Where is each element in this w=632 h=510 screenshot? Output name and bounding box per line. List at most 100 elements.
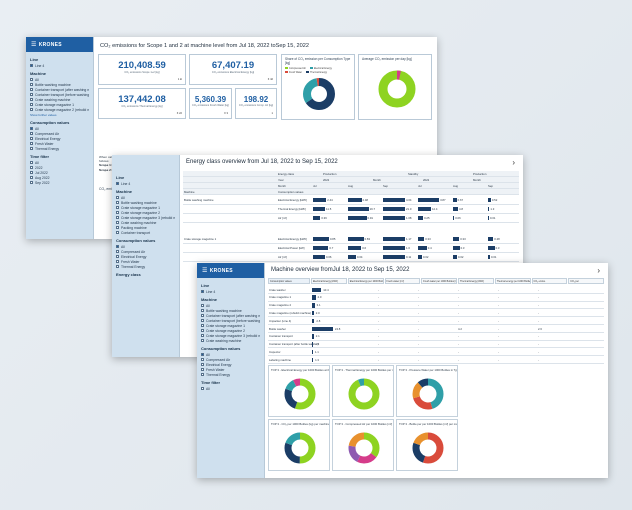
column-tab[interactable]: CO₂ per: [568, 278, 604, 284]
sidebar-filter-item[interactable]: Aug 2022: [30, 175, 89, 180]
checkbox-icon[interactable]: [30, 98, 33, 101]
checkbox-icon[interactable]: [116, 216, 119, 219]
checkbox-icon[interactable]: [201, 304, 204, 307]
checkbox-icon[interactable]: [201, 368, 204, 371]
sidebar-filter-item[interactable]: Container transport (after washing machi…: [30, 87, 89, 92]
checkbox-icon[interactable]: [116, 226, 119, 229]
column-tab[interactable]: Electrical Energy per 1000 Bottles [kWh]: [347, 278, 384, 284]
table-row[interactable]: Crate magazine 2 3.1 - - - - -: [268, 302, 604, 310]
checkbox-icon[interactable]: [116, 221, 119, 224]
checkbox-icon[interactable]: [201, 387, 204, 390]
checkbox-icon[interactable]: [30, 166, 33, 169]
checkbox-icon[interactable]: [30, 137, 33, 140]
table-row[interactable]: Electrical Power [kW] 0.7 0.6 1.0 0.4 0.3 0.3: [183, 244, 519, 253]
checkbox-icon[interactable]: [201, 314, 204, 317]
checkbox-icon[interactable]: [116, 201, 119, 204]
sidebar-filter-item[interactable]: Crate storage magazine 1: [30, 102, 89, 107]
sidebar-filter-item[interactable]: Electrical Energy: [116, 254, 175, 259]
sidebar-filter-item[interactable]: Crate washing machine: [30, 97, 89, 102]
checkbox-icon[interactable]: [116, 265, 119, 268]
checkbox-icon[interactable]: [201, 373, 204, 376]
checkbox-icon[interactable]: [116, 245, 119, 248]
checkbox-icon[interactable]: [30, 64, 33, 67]
sidebar-filter-item[interactable]: Electrical Energy: [201, 362, 260, 367]
sidebar-filter-item[interactable]: Thermal Energy: [116, 264, 175, 269]
sidebar-filter-item[interactable]: Crate storage magazine 2 (rebuild machin…: [30, 107, 89, 112]
sidebar-filter-item[interactable]: All: [201, 386, 260, 391]
chevron-right-icon[interactable]: ›: [512, 158, 515, 167]
table-row[interactable]: Crate washer 10.4 - - - - -: [268, 286, 604, 294]
sidebar-filter-item[interactable]: Crate storage magazine 3 (rebuild machin…: [201, 333, 260, 338]
checkbox-icon[interactable]: [30, 161, 33, 164]
sidebar-filter-item[interactable]: Crate storage magazine 2: [201, 328, 260, 333]
sidebar-filter-item[interactable]: All: [201, 303, 260, 308]
table-row[interactable]: Thermal Energy [kWh] 11.5 19.7 21.0 12.4 4.8 1…: [183, 205, 519, 214]
sidebar-filter-item[interactable]: Compressed Air: [116, 249, 175, 254]
checkbox-icon[interactable]: [30, 147, 33, 150]
checkbox-icon[interactable]: [116, 231, 119, 234]
sidebar-filter-item[interactable]: Electrical Energy: [30, 136, 89, 141]
sidebar-filter-item[interactable]: Crate storage magazine 1: [116, 205, 175, 210]
checkbox-icon[interactable]: [116, 182, 119, 185]
checkbox-icon[interactable]: [30, 83, 33, 86]
sidebar-filter-item[interactable]: All: [201, 352, 260, 357]
line-item[interactable]: Line 4: [116, 181, 175, 186]
sidebar-filter-item[interactable]: Packing machine: [116, 225, 175, 230]
checkbox-icon[interactable]: [30, 108, 33, 111]
table-row[interactable]: Crate magazine (rebuild machine) 2.0 - - - - -: [268, 309, 604, 318]
column-tab[interactable]: Thermal Energy [kWh]: [458, 278, 494, 284]
sidebar-filter-item[interactable]: Jul 2022: [30, 170, 89, 175]
sidebar-filter-item[interactable]: All: [116, 195, 175, 200]
checkbox-icon[interactable]: [30, 103, 33, 106]
table-row[interactable]: Inspector 1.1 - - - - -: [268, 348, 604, 357]
sidebar-filter-item[interactable]: Fresh Water: [116, 259, 175, 264]
sidebar-filter-item[interactable]: Sep 2022: [30, 180, 89, 185]
checkbox-icon[interactable]: [116, 196, 119, 199]
column-tab[interactable]: Consumption values: [268, 278, 310, 284]
checkbox-icon[interactable]: [116, 211, 119, 214]
checkbox-icon[interactable]: [30, 171, 33, 174]
checkbox-icon[interactable]: [116, 260, 119, 263]
sidebar-filter-item[interactable]: All: [30, 126, 89, 131]
checkbox-icon[interactable]: [116, 206, 119, 209]
chevron-right-icon[interactable]: ›: [597, 266, 600, 275]
checkbox-icon[interactable]: [116, 250, 119, 253]
show-more-link[interactable]: Show further values: [30, 113, 57, 117]
sidebar-filter-item[interactable]: All: [30, 77, 89, 82]
checkbox-icon[interactable]: [201, 339, 204, 342]
column-tab[interactable]: Electrical Energy [kWh]: [311, 278, 347, 284]
checkbox-icon[interactable]: [201, 363, 204, 366]
sidebar-filter-item[interactable]: All: [116, 244, 175, 249]
table-row[interactable]: Bottle washer 24.8 - - 4.2 - 2.6: [268, 325, 604, 333]
checkbox-icon[interactable]: [201, 353, 204, 356]
sidebar-filter-item[interactable]: All: [30, 160, 89, 165]
checkbox-icon[interactable]: [30, 93, 33, 96]
sidebar-filter-item[interactable]: Compressed Air: [201, 357, 260, 362]
checkbox-icon[interactable]: [116, 255, 119, 258]
sidebar-filter-item[interactable]: 2022: [30, 165, 89, 170]
sidebar-filter-item[interactable]: Crate washing machine: [116, 220, 175, 225]
sidebar-filter-item[interactable]: Crate storage magazine 2: [116, 210, 175, 215]
sidebar-filter-item[interactable]: Bottle washing machine: [116, 200, 175, 205]
table-row[interactable]: Container transport (after bottle washer…: [268, 341, 604, 349]
column-tab[interactable]: CO₂ emiss.: [531, 278, 568, 284]
checkbox-icon[interactable]: [201, 358, 204, 361]
table-row[interactable]: Air [m³] 0.36 0.91 1.08 0.25 0.06 0.01: [183, 214, 519, 223]
table-row[interactable]: Container transport 2.1 - - - - -: [268, 333, 604, 341]
sidebar-filter-item[interactable]: Container transport (after washing machi…: [201, 313, 260, 318]
table-row[interactable]: Air [m³] 0.06 0.04 0.11 0.02 0.02 0.01: [183, 253, 519, 262]
table-row[interactable]: Crate magazine 1 4.0 - - - - -: [268, 294, 604, 302]
checkbox-icon[interactable]: [30, 132, 33, 135]
line-item[interactable]: Line 4: [30, 63, 89, 68]
checkbox-icon[interactable]: [201, 329, 204, 332]
sidebar-filter-item[interactable]: Fresh Water: [201, 367, 260, 372]
column-tab[interactable]: Fresh water [m³]: [384, 278, 421, 284]
sidebar-filter-item[interactable]: Crate washing machine: [201, 338, 260, 343]
checkbox-icon[interactable]: [201, 334, 204, 337]
sidebar-filter-item[interactable]: Thermal Energy: [30, 146, 89, 151]
table-row[interactable]: Labeling machine 1.3 - - - - -: [268, 356, 604, 364]
line-item[interactable]: Line 4: [201, 289, 260, 294]
table-row[interactable]: Bottle washing machine Electrical Energy …: [183, 196, 519, 205]
table-row[interactable]: Crate storage magazine 1 Electrical Energ…: [183, 235, 519, 244]
checkbox-icon[interactable]: [30, 142, 33, 145]
